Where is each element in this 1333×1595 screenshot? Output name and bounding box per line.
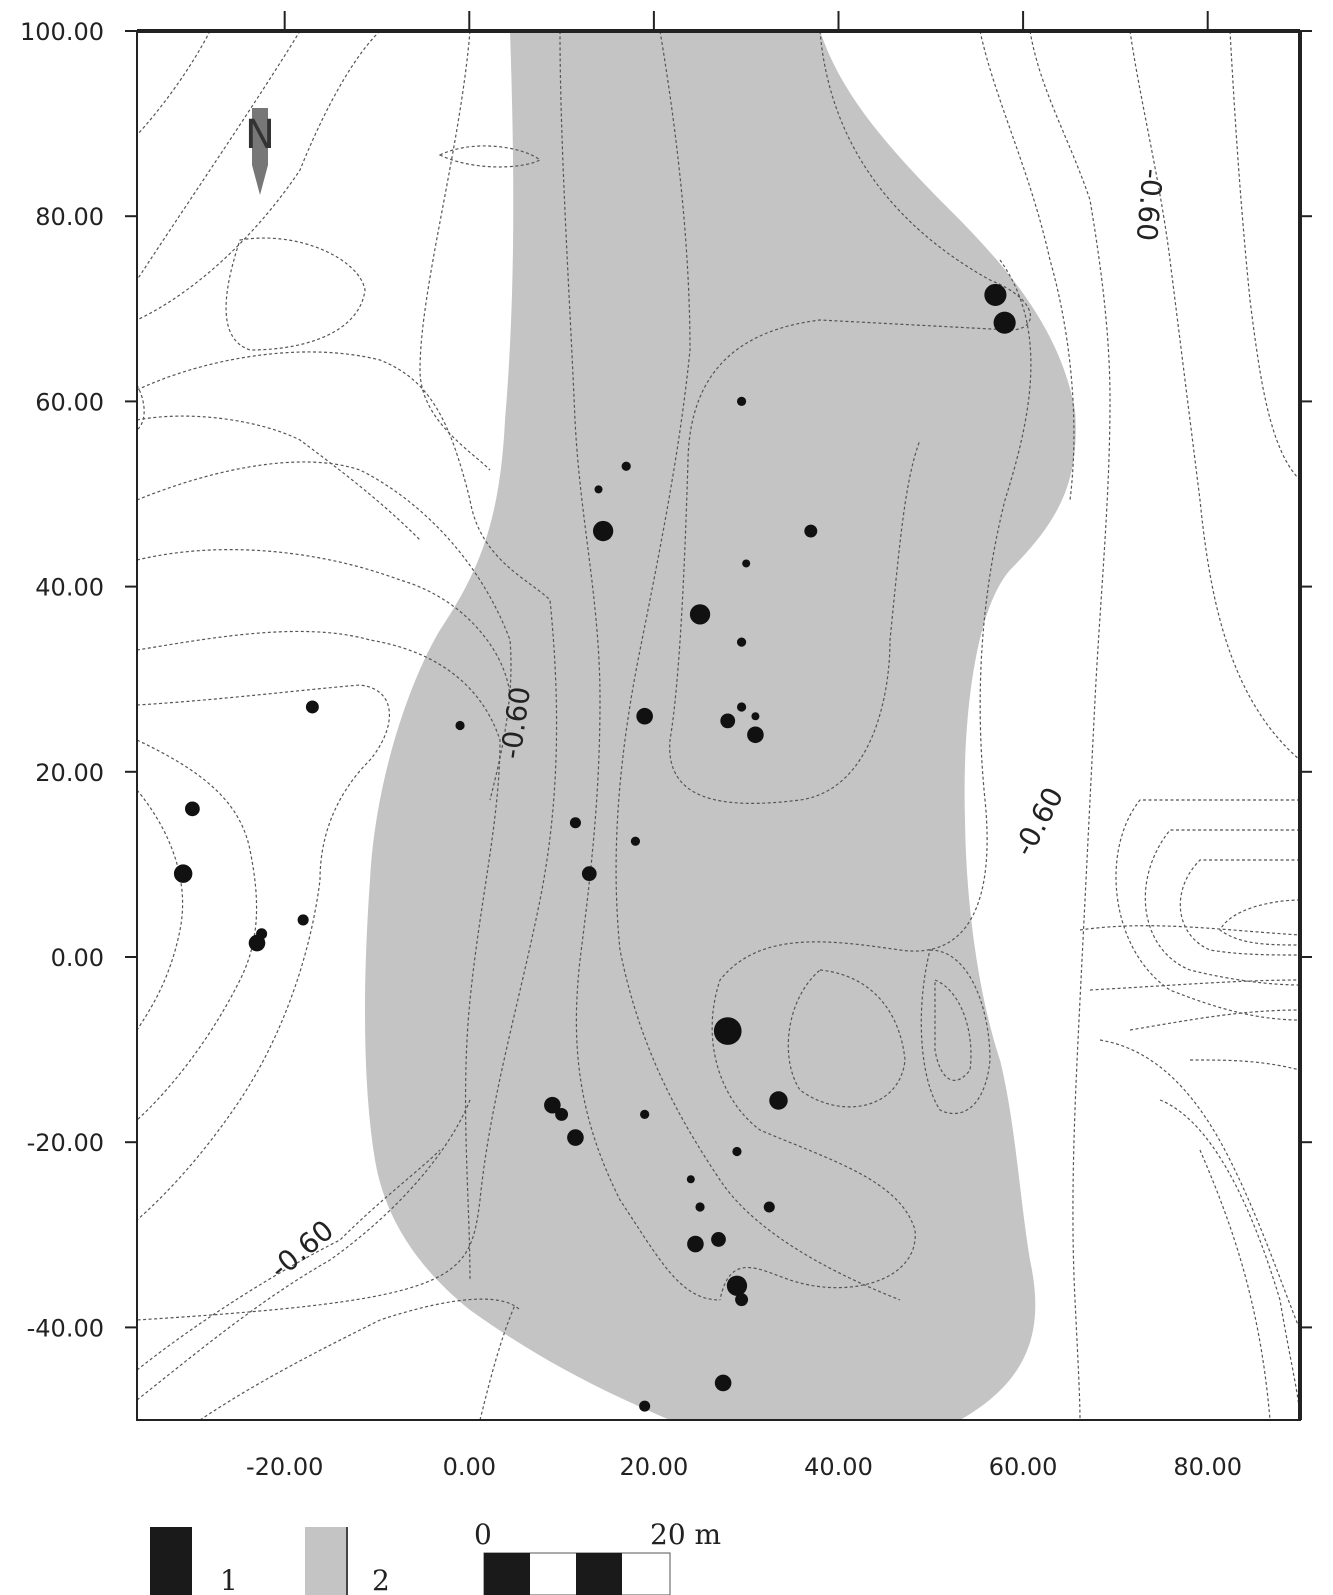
feature-dot [173,864,193,883]
feature-dot [735,1293,749,1307]
feature-dot [256,928,268,940]
feature-dot [305,700,319,714]
north-arrow-icon [252,108,268,195]
feature-dot [184,801,200,817]
legend-swatch-2 [305,1527,347,1595]
feature-dot [581,866,597,882]
feature-dot [736,396,747,407]
feature-dot [742,559,751,568]
feature-dot [297,914,309,926]
feature-dot [621,461,631,471]
y-tick-label: 60.00 [35,388,104,416]
feature-dot [763,1201,775,1213]
y-tick-label: 80.00 [35,203,104,231]
feature-dot [689,604,711,625]
feature-dot [455,720,465,731]
feature-dot [544,1096,561,1114]
scale-end: 20 m [650,1518,721,1551]
contour-label-right: -0.60 [1007,782,1070,861]
y-tick-label: 0.00 [51,944,104,972]
x-tick-label: 20.00 [620,1453,689,1481]
feature-dot [555,1107,569,1121]
x-tick-label: -20.00 [246,1453,323,1481]
feature-dot [569,817,581,829]
feature-dot [993,311,1016,334]
feature-dot [687,1235,704,1253]
feature-dot [567,1129,584,1146]
feature-dot [751,712,760,721]
legend: 1 2 [150,1527,390,1595]
y-tick-label: -20.00 [27,1129,104,1157]
axes: -20.00 0.00 20.00 40.00 60.00 80.00 100.00 80.0… [20,11,1312,1481]
x-tick-label: 40.00 [804,1453,873,1481]
feature-dot [639,1400,651,1412]
feature-dot [804,524,818,538]
archaeological-features [173,283,1016,1412]
feature-dot [713,1017,742,1045]
feature-dot [695,1202,705,1212]
north-arrow: N [245,108,275,195]
feature-dot [686,1175,695,1184]
feature-dot [726,1275,748,1296]
feature-dot [640,1109,650,1120]
y-tick-label: 100.00 [20,18,104,46]
contour-label-top-right: -0.60 [1130,167,1169,242]
y-tick-label: 40.00 [35,574,104,602]
y-tick-label: -40.00 [27,1314,104,1342]
anomaly-zone [365,31,1076,1420]
feature-dot [747,726,764,744]
feature-dot [984,283,1007,306]
legend-swatch-1 [150,1527,192,1595]
scale-bar: 0 20 m [474,1518,721,1595]
feature-dot [720,713,736,729]
y-tick-label: 20.00 [35,759,104,787]
legend-label-1: 1 [220,1564,238,1595]
scale-zero: 0 [474,1518,492,1551]
feature-dot [769,1091,788,1110]
x-tick-label: 60.00 [989,1453,1058,1481]
legend-label-2: 2 [372,1564,390,1595]
feature-dot [630,836,641,846]
contour-lines [136,30,1301,1421]
feature-dot [732,1146,742,1157]
feature-dot [592,520,614,542]
contour-label-bottom-left: -0.60 [263,1214,340,1286]
feature-dot [594,485,603,494]
feature-dot [636,707,653,725]
feature-dot [714,1374,732,1392]
x-tick-label: 0.00 [443,1453,496,1481]
feature-dot [736,637,747,647]
feature-dot [736,702,747,712]
x-tick-label: 80.00 [1173,1453,1242,1481]
north-label: N [245,112,275,158]
feature-dot [711,1232,726,1247]
